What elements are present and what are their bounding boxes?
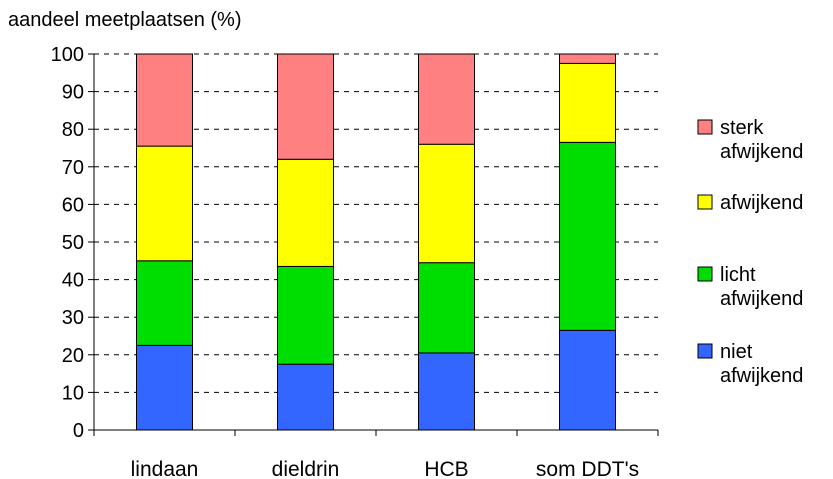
bars bbox=[136, 53, 616, 431]
bar-segment bbox=[418, 53, 475, 145]
category-label: dieldrin bbox=[272, 458, 340, 479]
bar-segment bbox=[136, 344, 193, 431]
legend-label-line: afwijkend bbox=[720, 288, 803, 310]
legend-swatch bbox=[697, 119, 713, 135]
y-tick-label: 10 bbox=[62, 382, 84, 404]
legend-swatch bbox=[697, 266, 713, 282]
bar-segment bbox=[559, 53, 616, 64]
y-tick-label: 0 bbox=[73, 420, 84, 442]
y-tick-labels: 0 10 20 30 40 50 60 70 80 90 100 bbox=[51, 44, 84, 442]
y-tick-label: 50 bbox=[62, 232, 84, 254]
legend-label-line: afwijkend bbox=[720, 192, 803, 214]
y-tick-label: 80 bbox=[62, 119, 84, 141]
legend-swatch bbox=[697, 194, 713, 210]
legend-label: afwijkend bbox=[720, 192, 803, 214]
y-tick-label: 100 bbox=[51, 44, 84, 66]
bar-segment bbox=[136, 145, 193, 262]
bar-segment bbox=[418, 143, 475, 264]
y-tick-label: 60 bbox=[62, 194, 84, 216]
y-tick-label: 20 bbox=[62, 345, 84, 367]
bar-segment bbox=[418, 262, 475, 354]
legend-swatch bbox=[697, 343, 713, 359]
bar-segment bbox=[136, 260, 193, 346]
y-tick-label: 30 bbox=[62, 307, 84, 329]
bar-segment bbox=[277, 53, 334, 160]
legend-label-line: sterk bbox=[720, 117, 764, 139]
bar-segment bbox=[559, 329, 616, 431]
category-label: lindaan bbox=[131, 458, 199, 479]
legend-label: sterk afwijkend bbox=[720, 117, 803, 163]
bar-segment bbox=[277, 265, 334, 365]
legend-label-line: afwijkend bbox=[720, 365, 803, 387]
y-tick-label: 90 bbox=[62, 82, 84, 104]
legend-label-line: afwijkend bbox=[720, 141, 803, 163]
y-tick-label: 70 bbox=[62, 157, 84, 179]
y-axis-title: aandeel meetplaatsen (%) bbox=[8, 9, 241, 31]
bar-segment bbox=[136, 53, 193, 147]
bar-segment bbox=[559, 141, 616, 331]
bar-segment bbox=[559, 62, 616, 143]
legend-label: niet afwijkend bbox=[720, 341, 803, 387]
category-label: som DDT's bbox=[536, 458, 639, 479]
legend-label-line: niet bbox=[720, 341, 753, 363]
bar-segment bbox=[277, 158, 334, 267]
bar-segment bbox=[277, 363, 334, 431]
legend-label: licht afwijkend bbox=[720, 264, 803, 310]
legend-label-line: licht bbox=[720, 264, 756, 286]
bar-segment bbox=[418, 352, 475, 431]
category-labels: lindaan dieldrin HCB som DDT's bbox=[131, 458, 639, 479]
category-label: HCB bbox=[424, 458, 468, 479]
axes bbox=[88, 53, 659, 436]
y-tick-label: 40 bbox=[62, 270, 84, 292]
